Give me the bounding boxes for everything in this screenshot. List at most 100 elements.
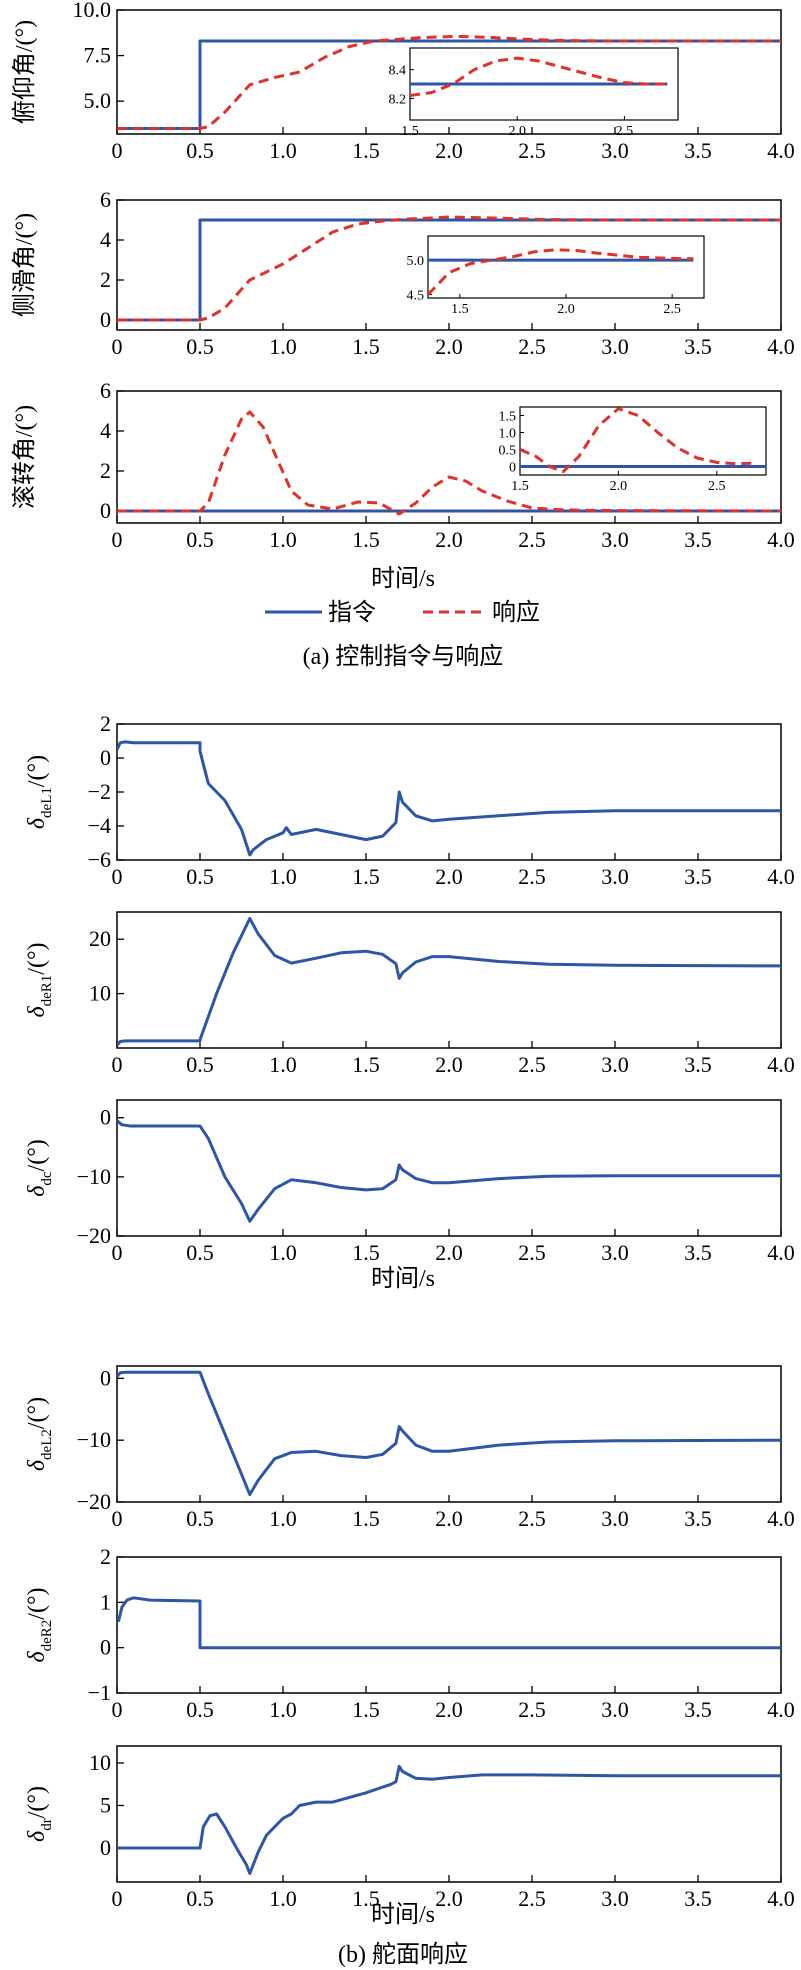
plot-frame [116,1365,782,1503]
inset-y-tick-label: 1.5 [499,410,517,425]
chart-panel-5: 0 0.5 1.0 1.5 2.0 2.5 3.0 3.5 4.0 10 20 δdeR1/(°) [24,911,795,1077]
x-tick-label: 4.0 [767,1506,795,1531]
x-tick-label: 4.0 [767,138,795,163]
x-tick-label: 0 [112,334,123,359]
legend-response-label: 响应 [492,599,540,626]
series-group [117,1119,781,1223]
x-tick-label: 3.0 [601,1240,629,1265]
y-axis-label: δdeR1/(°) [24,942,55,1017]
x-tick-label: 3.0 [601,334,629,359]
y-tick-label: −6 [88,847,111,872]
y-axis-label: δdeL1/(°) [24,755,55,829]
x-axis-label-b2: 时间/s [371,1901,435,1928]
x-tick-label: 1.0 [269,334,297,359]
caption-a: (a) 控制指令与响应 [303,643,504,670]
inset-y-tick-label: 0 [509,461,516,476]
y-tick-label: 10.0 [73,0,112,22]
chart-panel-4: 0 0.5 1.0 1.5 2.0 2.5 3.0 3.5 4.0 −6 −4 −2 0 2 δdeL1/(… [24,711,795,889]
inset-y-tick-label: 5.0 [407,254,425,269]
y-tick-label: −20 [77,1223,111,1248]
command-line [117,1119,781,1223]
y-tick-label: 0 [100,1365,111,1390]
y-tick-label: 0 [100,307,111,332]
inset-x-tick-label: 2.5 [663,302,681,317]
x-tick-label: 3.0 [601,1506,629,1531]
x-tick-label: 1.5 [352,1697,380,1722]
x-tick-label: 2.5 [518,1506,546,1531]
inset-x-tick-label: 2.0 [610,479,628,494]
x-tick-label: 1.5 [352,864,380,889]
x-tick-label: 2.0 [435,864,463,889]
y-tick-label: 2 [100,267,111,292]
x-tick-label: 0.5 [186,1052,214,1077]
y-tick-label: 5 [100,1793,111,1818]
x-tick-label: 2.5 [518,864,546,889]
y-axis-label: δdeR2/(°) [24,1587,55,1662]
x-tick-label: 2.5 [518,1240,546,1265]
y-tick-label: 2 [100,1544,111,1569]
x-tick-label: 1.0 [269,1506,297,1531]
x-tick-label: 0.5 [186,1697,214,1722]
y-tick-label: −4 [88,813,111,838]
inset-y-tick-label: 0.5 [499,444,517,459]
series-group [117,917,781,1047]
inset-response-line [410,56,668,97]
inset-x-tick-label: 1.5 [451,302,469,317]
x-tick-label: 0.5 [186,334,214,359]
inset-series-group [410,56,668,97]
x-tick-label: 0.5 [186,1506,214,1531]
plot-frame [116,1556,782,1694]
series-group [117,410,781,516]
inset-y-tick-label: 8.2 [389,92,407,107]
x-tick-label: 1.0 [269,138,297,163]
inset-x-tick-label: 1.5 [511,479,529,494]
y-tick-label: 0 [100,1635,111,1660]
chart-panel-1: 0 0.5 1.0 1.5 2.0 2.5 3.0 3.5 4.05.07.510.0俯仰角/(… [11,0,795,163]
y-axis-label: 俯仰角/(°) [11,20,38,124]
x-tick-label: 2.0 [435,1240,463,1265]
series-group [117,1596,781,1650]
x-tick-label: 0 [112,1052,123,1077]
chart-panel-7: 0 0.5 1.0 1.5 2.0 2.5 3.0 3.5 4.0 −20 −10 0 δdeL2/(°… [24,1365,795,1531]
inset-y-tick-label: 1.0 [499,427,517,442]
chart-panel-3: 0 0.5 1.0 1.5 2.0 2.5 3.0 3.5 4.0 0 2 4 6 滚转角/(°) 1.5 2… [11,378,795,552]
x-tick-label: 3.0 [601,1052,629,1077]
x-tick-label: 3.5 [684,138,712,163]
plot-frame [116,1099,782,1237]
x-tick-label: 0.5 [186,864,214,889]
y-tick-label: 1 [100,1589,111,1614]
y-tick-label: 7.5 [84,43,112,68]
x-tick-label: 0 [112,138,123,163]
x-tick-label: 1.0 [269,1886,297,1911]
command-line [117,740,781,857]
inset-series-group [520,407,766,474]
x-tick-label: 2.5 [518,1697,546,1722]
y-tick-label: 2 [100,458,111,483]
inset-frame [519,406,767,476]
series-group [117,34,781,130]
y-tick-label: 0 [100,1835,111,1860]
x-tick-label: 4.0 [767,864,795,889]
y-tick-label: 0 [100,498,111,523]
x-tick-label: 1.0 [269,1052,297,1077]
y-axis-label: δdr/(°) [24,1786,55,1842]
x-axis-label-b1: 时间/s [371,1265,435,1292]
y-tick-label: 0 [100,1105,111,1130]
series-group [117,740,781,857]
y-tick-label: −1 [88,1680,111,1705]
x-tick-label: 3.5 [684,1052,712,1077]
x-tick-label: 0.5 [186,527,214,552]
chart-panel-2: 0 0.5 1.0 1.5 2.0 2.5 3.0 3.5 4.0 0 2 4 6 侧滑角/(°) 1.5 2… [11,187,795,359]
x-tick-label: 4.0 [767,1052,795,1077]
inset-series-group [428,248,694,296]
x-tick-label: 2.5 [518,1052,546,1077]
y-tick-label: −10 [77,1164,111,1189]
y-tick-label: −20 [77,1489,111,1514]
x-tick-label: 2.0 [435,1052,463,1077]
x-tick-label: 2.0 [435,1886,463,1911]
inset-frame [427,235,705,299]
x-tick-label: 0.5 [186,1240,214,1265]
x-tick-label: 2.5 [518,138,546,163]
x-tick-label: 2.0 [435,334,463,359]
x-tick-label: 1.0 [269,527,297,552]
